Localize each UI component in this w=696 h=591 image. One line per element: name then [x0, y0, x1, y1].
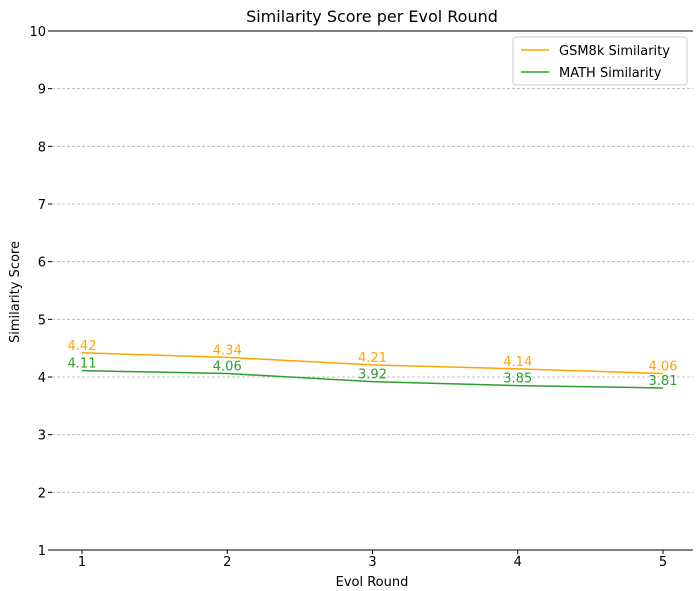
data-label: 3.92 [358, 368, 387, 383]
y-tick-label: 5 [38, 313, 46, 328]
axes [52, 30, 693, 551]
y-tick-label: 2 [38, 486, 46, 501]
data-label: 4.14 [503, 355, 532, 370]
x-tick-label: 3 [368, 555, 376, 570]
y-tick-label: 8 [38, 140, 46, 155]
data-label: 4.42 [68, 339, 97, 354]
data-label: 4.21 [358, 351, 387, 366]
series-layer: 4.42 4.34 4.21 4.14 4.06 4.11 4.06 3.92 3.85 3.81 [68, 339, 678, 389]
y-axis-label: Similarity Score [8, 241, 23, 343]
x-tick-label: 4 [514, 555, 522, 570]
data-label: 4.34 [213, 343, 242, 358]
y-tick-label: 3 [38, 429, 46, 444]
x-axis-label: Evol Round [336, 575, 409, 590]
data-label: 3.85 [503, 372, 532, 387]
series-line-1 [81, 369, 664, 389]
data-label: 3.81 [649, 374, 678, 389]
y-tick-label: 4 [38, 371, 46, 386]
y-tick-label: 9 [38, 83, 46, 98]
series-line-0 [81, 352, 664, 375]
data-label: 4.06 [213, 360, 242, 375]
legend-label-gsm8k: GSM8k Similarity [559, 44, 670, 59]
y-tick-labels: 1 2 3 4 5 6 7 8 9 10 [29, 25, 52, 559]
x-tick-labels: 1 2 3 4 5 [78, 550, 667, 570]
y-tick-label: 1 [38, 544, 46, 559]
legend: GSM8k Similarity MATH Similarity [512, 36, 688, 86]
y-tick-label: 7 [38, 198, 46, 213]
grid-lines [52, 88, 693, 493]
x-tick-label: 5 [659, 555, 667, 570]
y-tick-label: 10 [29, 25, 46, 40]
x-tick-label: 1 [78, 555, 86, 570]
y-tick-label: 6 [38, 256, 46, 271]
legend-label-math: MATH Similarity [559, 66, 662, 81]
chart-title: Similarity Score per Evol Round [246, 7, 498, 26]
legend-box [512, 36, 688, 86]
data-label: 4.11 [68, 357, 97, 372]
data-label: 4.06 [649, 360, 678, 375]
x-tick-label: 2 [223, 555, 231, 570]
